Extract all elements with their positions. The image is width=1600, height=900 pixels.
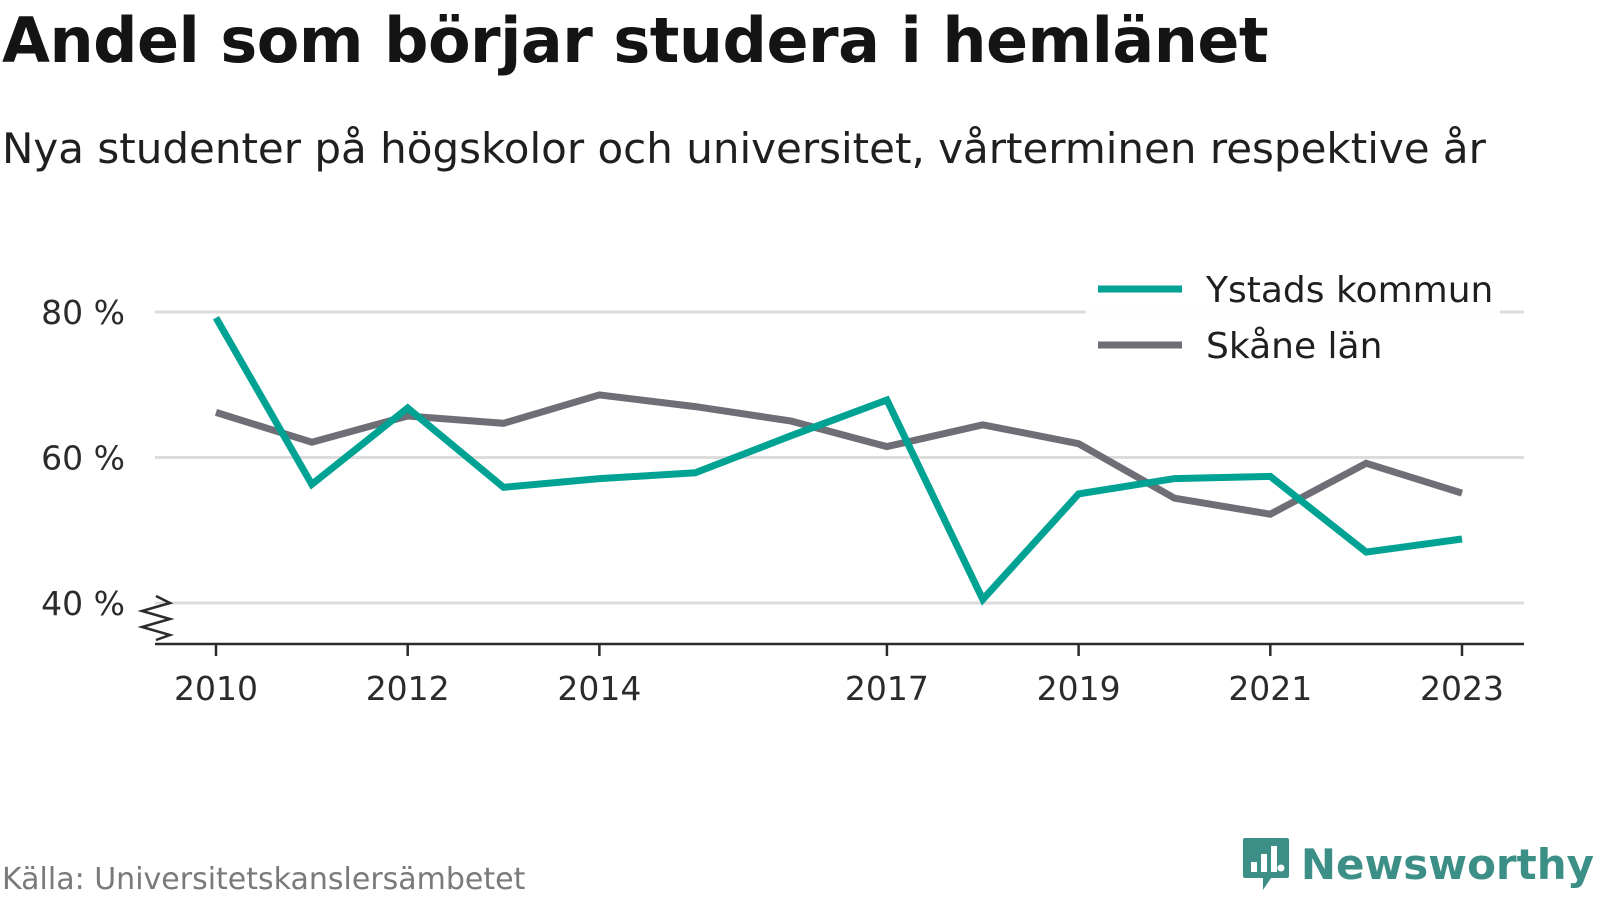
- series-lines: [212, 316, 1464, 606]
- x-tick-label: 2023: [1420, 669, 1504, 708]
- legend: Ystads kommun Skåne län: [1086, 262, 1500, 374]
- chart-subtitle: Nya studenter på högskolor och universit…: [2, 124, 1486, 173]
- source-note: Källa: Universitetskanslersämbetet: [2, 862, 526, 897]
- x-tick-label: 2010: [174, 669, 258, 708]
- y-tick-label: 80 %: [41, 293, 125, 332]
- legend-label: Ystads kommun: [1205, 270, 1493, 311]
- axis-break-icon: [137, 594, 175, 642]
- series-line-ystads-kommun: [212, 316, 1463, 606]
- y-tick-label: 40 %: [41, 584, 125, 623]
- x-tick-label: 2014: [557, 669, 641, 708]
- newsworthy-logo-icon: [1242, 838, 1289, 890]
- brand-name: Newsworthy: [1300, 839, 1594, 889]
- x-tick-label: 2019: [1037, 669, 1121, 708]
- chart-title: Andel som börjar studera i hemlänet: [2, 4, 1269, 77]
- x-tick-label: 2012: [366, 669, 450, 708]
- legend-background: [1086, 262, 1500, 374]
- x-tick-label: 2017: [845, 669, 929, 708]
- x-tick-label: 2021: [1228, 669, 1312, 708]
- legend-label: Skåne län: [1206, 326, 1382, 367]
- x-axis: 2010 2012 2014 2017 2019 2021 2023: [155, 642, 1524, 708]
- y-tick-label: 60 %: [41, 439, 125, 478]
- brand-logo: Newsworthy: [1241, 836, 1594, 892]
- y-axis: 40 % 60 % 80 %: [41, 293, 175, 642]
